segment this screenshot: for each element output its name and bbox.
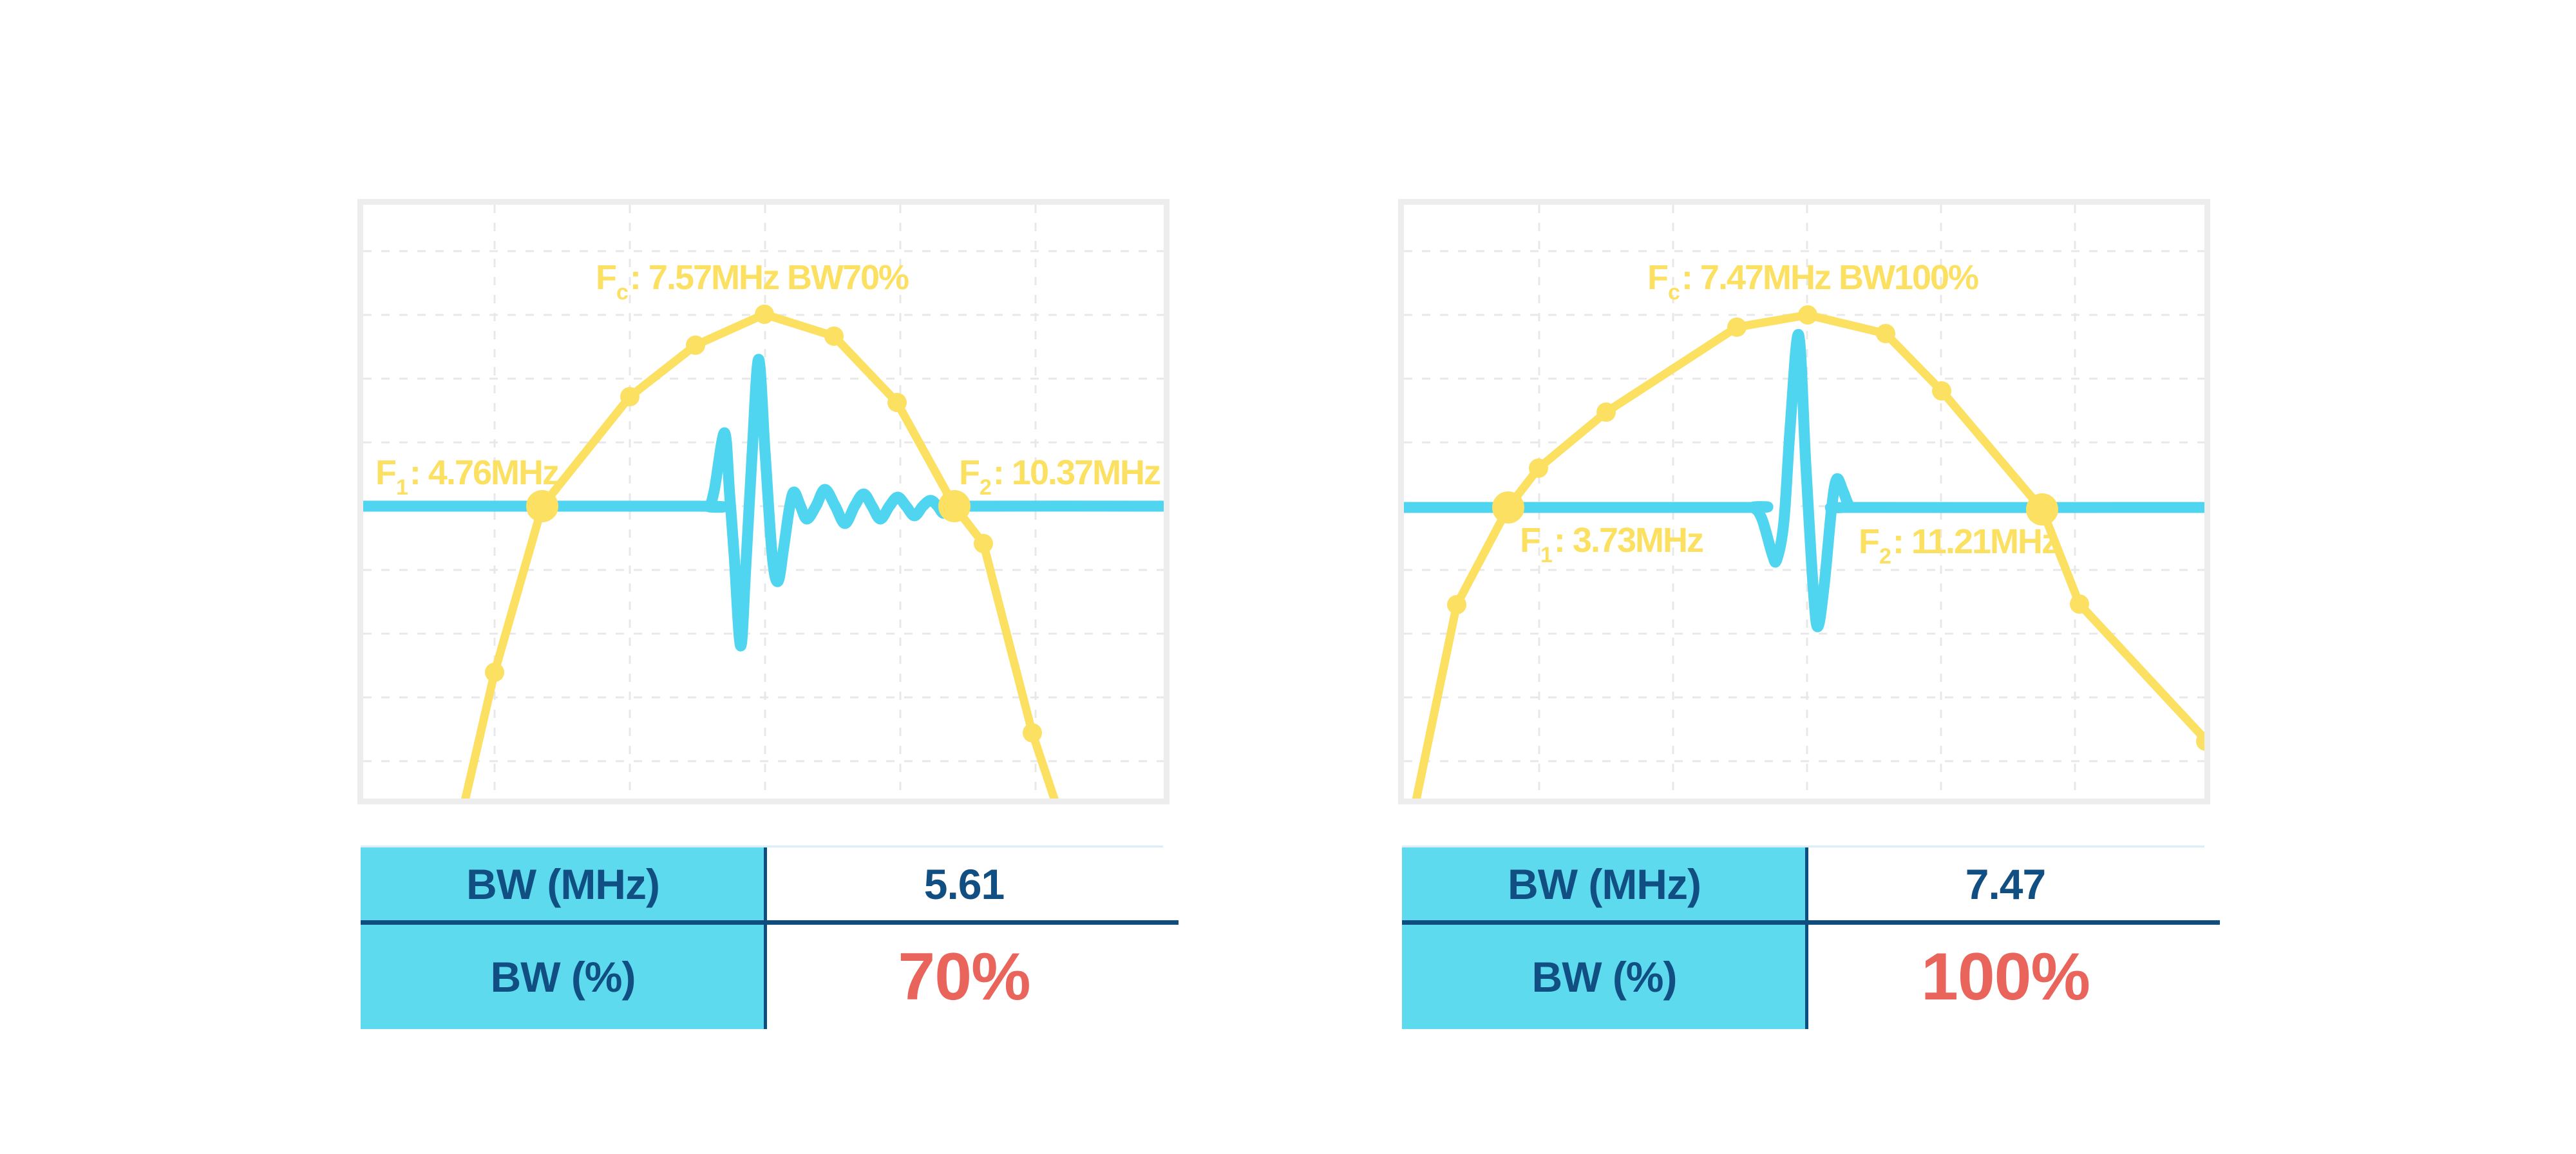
band-edge-marker [2026, 493, 2058, 525]
f2-text: : 10.37MHz [992, 453, 1161, 492]
f1-annotation: F1: 3.73MHz [1520, 521, 1704, 566]
f1-symbol: F [1520, 521, 1541, 560]
spectrum-marker [755, 305, 774, 324]
table-row-divider [1402, 920, 2220, 925]
f2-annotation: F2: 10.37MHz [959, 453, 1161, 498]
spectrum-marker [686, 336, 705, 355]
plot-area-bw70 [363, 205, 1164, 799]
band-edge-marker [938, 490, 971, 522]
f1-text: : 3.73MHz [1553, 521, 1704, 560]
spectrum-marker [1798, 305, 1817, 325]
bw-mhz-label-cell: BW (MHz) [361, 847, 765, 920]
f1-subscript: 1 [1540, 543, 1553, 567]
table-row-bw-pct: BW (%) 100% [1402, 925, 2204, 1029]
table-row-bw-mhz: BW (MHz) 5.61 [361, 847, 1163, 920]
table-row-divider [361, 920, 1179, 925]
table-row-bw-pct: BW (%) 70% [361, 925, 1163, 1029]
f2-annotation: F2: 11.21MHz [1859, 522, 2059, 567]
bw-pct-value-cell: 100% [1806, 925, 2204, 1029]
spectrum-marker [887, 393, 907, 412]
spectrum-curve [1412, 310, 2204, 799]
f2-text: : 11.21MHz [1892, 522, 2059, 561]
f1-symbol: F [375, 453, 397, 492]
bw-pct-value-cell: 70% [765, 925, 1163, 1029]
fc-symbol: F [1647, 258, 1669, 297]
f2-symbol: F [1859, 522, 1880, 561]
spectrum-marker [1023, 723, 1042, 743]
pulse-echo-waveform [1404, 329, 2204, 632]
spectrum-curve [461, 310, 1059, 799]
table-top-divider [1402, 846, 2204, 847]
fc-subscript: c [616, 280, 629, 305]
spectrum-marker [1596, 402, 1616, 422]
center-frequency-annotation: Fc: 7.47MHz BW100% [1647, 258, 1979, 303]
band-edge-marker [526, 490, 558, 522]
spectrum-marker [620, 387, 639, 406]
spectrum-marker [2070, 594, 2089, 614]
center-frequency-annotation: Fc: 7.57MHz BW70% [596, 258, 909, 303]
f2-subscript: 2 [980, 475, 992, 500]
bw-mhz-value-cell: 7.47 [1806, 847, 2204, 920]
bw-mhz-value-cell: 5.61 [765, 847, 1163, 920]
fc-text: : 7.57MHz BW70% [629, 258, 909, 297]
f2-subscript: 2 [1879, 544, 1891, 569]
pulse-echo-waveform [363, 354, 1164, 652]
bw-pct-label-cell: BW (%) [1402, 925, 1806, 1029]
fc-symbol: F [596, 258, 617, 297]
spectrum-marker [1529, 459, 1548, 478]
table-top-divider [361, 846, 1163, 847]
f2-symbol: F [959, 453, 980, 492]
table-row-bw-mhz: BW (MHz) 7.47 [1402, 847, 2204, 920]
fc-text: : 7.47MHz BW100% [1681, 258, 1979, 297]
bw-pct-label-cell: BW (%) [361, 925, 765, 1029]
chart-bw100: Fc: 7.47MHz BW100% F1: 3.73MHz F2: 11.21… [1398, 199, 2210, 804]
spectrum-marker [1727, 317, 1747, 337]
table-column-divider [1805, 847, 1808, 1029]
spectrum-marker [824, 326, 844, 346]
spectrum-marker [2196, 732, 2204, 751]
bw-table-100: BW (MHz) 7.47 BW (%) 100% [1402, 846, 2220, 1029]
chart-bw70: Fc: 7.57MHz BW70% F1: 4.76MHz F2: 10.37M… [357, 199, 1170, 804]
band-edge-marker [1492, 491, 1524, 524]
f1-text: : 4.76MHz [409, 453, 560, 492]
bw-mhz-label-cell: BW (MHz) [1402, 847, 1806, 920]
spectrum-marker [1447, 595, 1466, 614]
fc-subscript: c [1668, 280, 1680, 305]
spectrum-marker [974, 534, 993, 553]
spectrum-marker [1876, 324, 1895, 343]
table-column-divider [764, 847, 767, 1029]
f1-annotation: F1: 4.76MHz [375, 453, 560, 498]
bw-table-70: BW (MHz) 5.61 BW (%) 70% [361, 846, 1179, 1029]
spectrum-marker [1932, 381, 1951, 401]
spectrum-marker [485, 663, 504, 682]
f1-subscript: 1 [396, 475, 408, 500]
plot-area-bw100 [1404, 205, 2204, 799]
